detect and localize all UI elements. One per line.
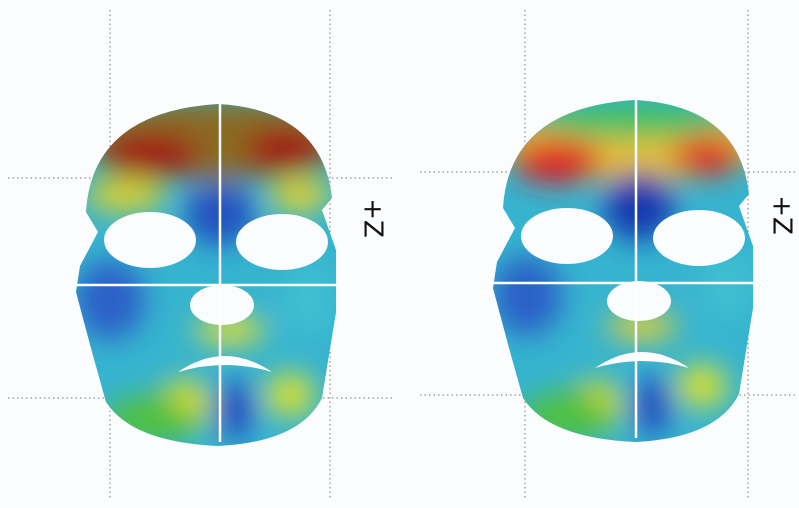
page: +Z +Z (() => { const data = JSON.parse(d… — [0, 0, 799, 508]
axis-label: +Z — [358, 198, 388, 238]
figure: +Z +Z — [0, 0, 799, 508]
axis-label: +Z — [767, 195, 797, 235]
